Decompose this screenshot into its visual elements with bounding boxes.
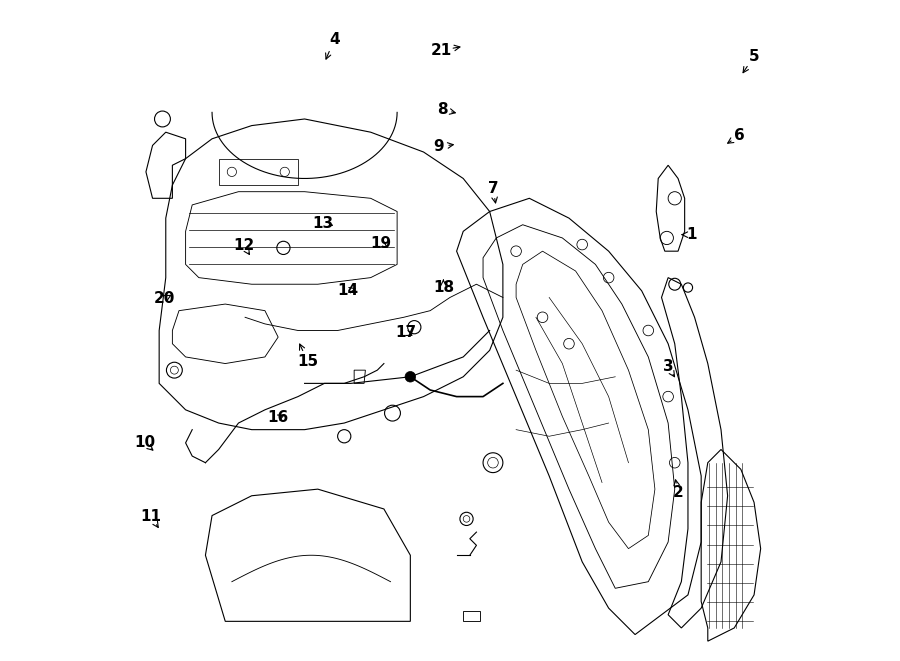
Text: 10: 10 <box>134 436 155 450</box>
Text: 5: 5 <box>749 49 760 63</box>
Text: 13: 13 <box>312 216 334 231</box>
Text: 4: 4 <box>329 32 339 47</box>
Text: 8: 8 <box>436 102 447 117</box>
Text: 12: 12 <box>233 239 255 253</box>
Text: 6: 6 <box>734 128 745 143</box>
Text: 7: 7 <box>488 181 499 196</box>
Text: 14: 14 <box>337 284 358 298</box>
Text: 15: 15 <box>297 354 319 369</box>
Text: 1: 1 <box>686 227 697 242</box>
Text: 18: 18 <box>433 280 454 295</box>
Text: 11: 11 <box>140 510 162 524</box>
Circle shape <box>405 371 416 382</box>
Text: 3: 3 <box>662 360 673 374</box>
Text: 17: 17 <box>395 325 417 340</box>
Text: 9: 9 <box>434 139 444 154</box>
Bar <box>464 611 480 621</box>
Text: 2: 2 <box>672 485 683 500</box>
Text: 20: 20 <box>154 292 176 306</box>
Text: 16: 16 <box>267 410 289 425</box>
Text: 19: 19 <box>370 236 392 251</box>
Text: 21: 21 <box>431 43 452 58</box>
